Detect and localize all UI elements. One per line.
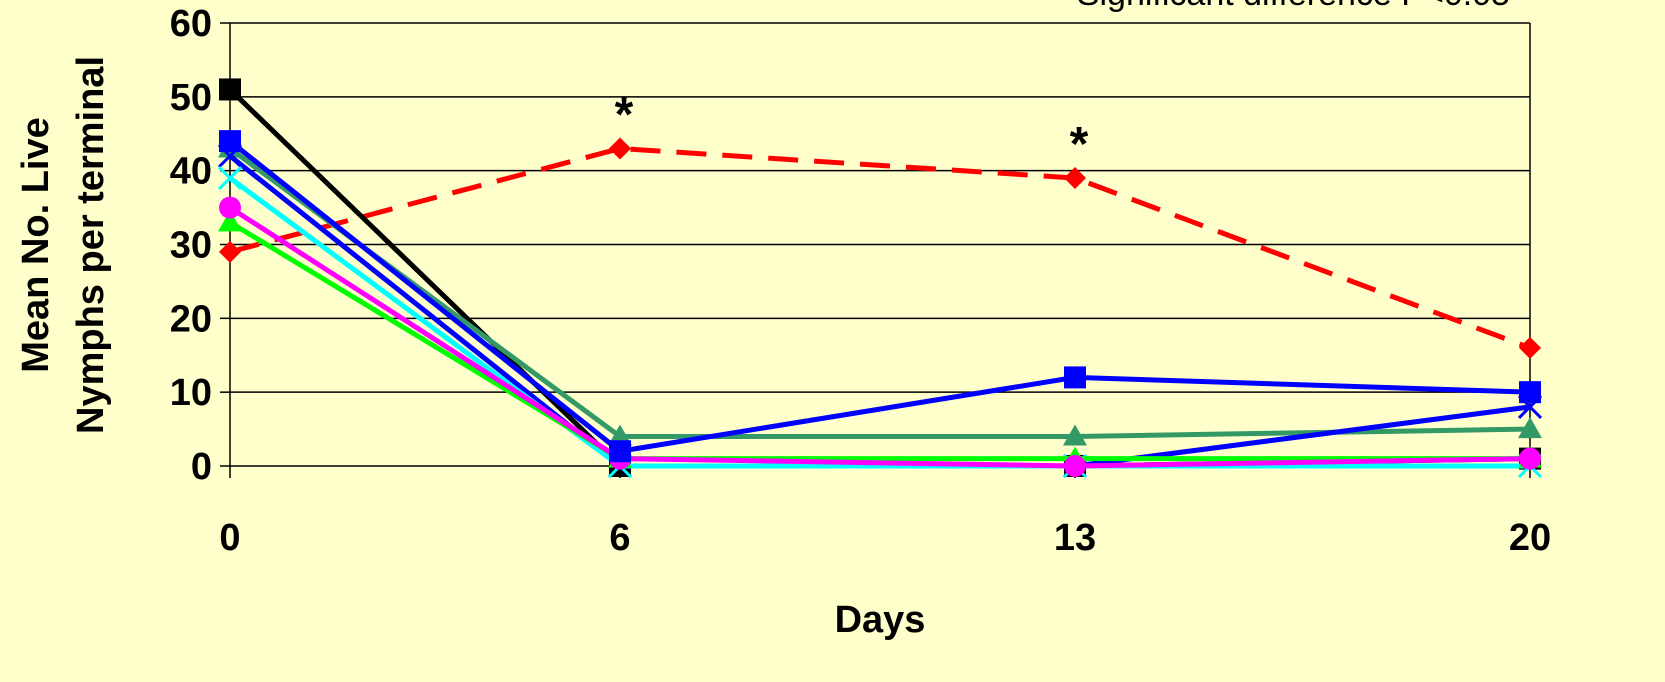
data-point-x-stroke [217,165,243,191]
series-line [228,176,1530,469]
y-tick-label: 50 [170,77,212,119]
x-tick-label: 6 [609,517,630,559]
data-point-square [609,440,631,463]
x-tick-label: 0 [219,517,240,559]
y-tick-label: 20 [170,298,212,340]
x-axis-ticks: 0 6 13 20 [219,466,1551,559]
y-tick-label: 30 [170,225,212,267]
series-4 [217,143,1543,479]
y-axis-title-line1: Mean No. Live [15,117,57,373]
y-tick-label: 0 [191,446,212,488]
data-point-diamond [219,240,241,263]
data-point-triangle [608,424,632,446]
y-tick-label: 60 [170,3,212,45]
data-point-square [1064,366,1086,389]
x-tick-label: 20 [1509,517,1551,559]
data-point-square [219,78,241,101]
data-point-circle [219,196,241,219]
data-point-triangle [218,210,242,232]
series-3 [218,136,1542,446]
y-axis-title-line2: Nymphs per terminal [70,56,112,434]
x-axis-title: Days [835,599,926,641]
x-tick-label: 13 [1054,517,1096,559]
data-point-circle [1519,447,1541,470]
significance-note: Significant difference P<0.05 [1077,0,1510,13]
data-point-diamond [609,137,631,160]
data-point-triangle [1518,417,1542,439]
series-line [229,146,1531,351]
data-point-diamond [1064,167,1086,190]
series-line [228,146,1531,439]
data-point-triangle [1063,424,1087,446]
data-point-circle [1064,455,1086,477]
series-2 [219,78,1541,477]
series-line [228,139,1531,454]
series-8 [219,130,1541,463]
series-1 [219,137,1541,359]
significance-star: * [615,89,634,142]
y-axis-ticks: 0 10 20 30 40 50 60 [170,3,230,488]
data-point-x [217,165,243,191]
data-point-square [219,130,241,153]
significance-star: * [1070,118,1089,171]
y-tick-label: 10 [170,372,212,414]
series-line [228,220,1530,462]
significance-markers: ** [615,89,1089,172]
data-point-square [1519,381,1541,404]
series-line [228,205,1531,469]
series-group [217,78,1543,479]
grid-lines [229,22,1531,467]
y-tick-label: 40 [170,151,212,193]
data-point-diamond [1519,336,1541,359]
